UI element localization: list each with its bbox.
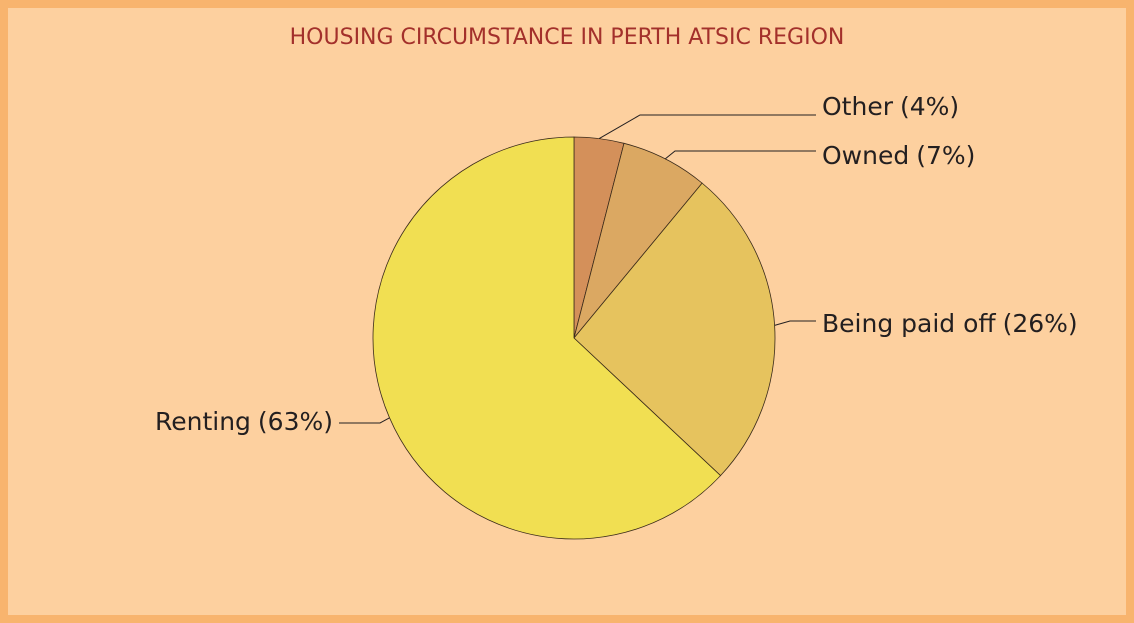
leader-line xyxy=(598,114,816,140)
leader-line xyxy=(664,150,816,160)
slice-label: Renting (63%) xyxy=(155,407,333,436)
value-label: (4%) xyxy=(900,92,959,121)
pie-slice xyxy=(573,182,776,477)
leader-line xyxy=(774,320,816,326)
value-label: (7%) xyxy=(916,141,975,170)
value-label: (63%) xyxy=(258,407,333,436)
leader-line xyxy=(339,417,390,424)
pie-slice xyxy=(372,136,722,540)
category-label: Renting xyxy=(155,407,251,436)
category-label: Being paid off xyxy=(822,309,996,338)
slice-label: Owned (7%) xyxy=(822,141,975,170)
slice-label: Being paid off (26%) xyxy=(822,309,1078,338)
slice-label: Other (4%) xyxy=(822,92,959,121)
category-label: Owned xyxy=(822,141,909,170)
value-label: (26%) xyxy=(1003,309,1078,338)
category-label: Other xyxy=(822,92,894,121)
chart-title: HOUSING CIRCUMSTANCE IN PERTH ATSIC REGI… xyxy=(290,25,845,50)
